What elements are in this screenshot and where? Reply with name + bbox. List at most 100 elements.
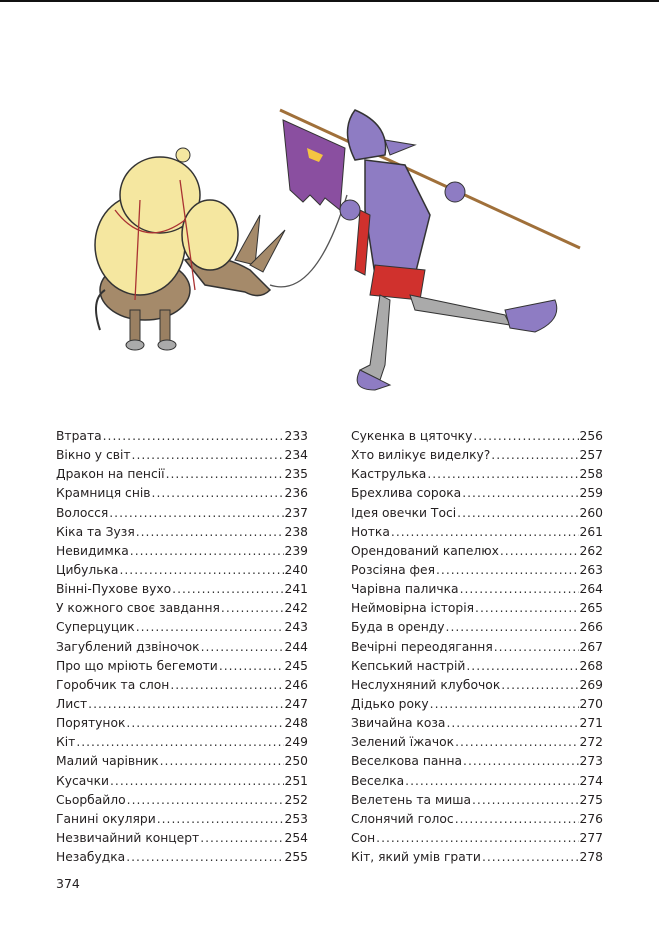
toc-entry-title: Вікно у світ <box>56 448 131 463</box>
toc-entry-title: Каструлька <box>351 467 427 482</box>
toc-entry-page: 277 <box>579 830 603 845</box>
toc-entry: Розсіяна фея 263 <box>351 561 603 580</box>
toc-entry-page: 258 <box>579 467 603 482</box>
top-border-line <box>0 0 659 2</box>
dot-leader <box>462 484 578 503</box>
dot-leader <box>473 427 578 446</box>
toc-entry-title: Волосся <box>56 505 109 520</box>
dot-leader <box>109 504 283 523</box>
toc-entry-page: 251 <box>284 773 308 788</box>
toc-entry-page: 260 <box>579 505 603 520</box>
dot-leader <box>500 542 579 561</box>
dot-leader <box>132 446 284 465</box>
dot-leader <box>494 638 579 657</box>
donkey-and-knight-illustration <box>94 108 581 391</box>
toc-entry-page: 278 <box>579 850 603 865</box>
toc-entry-page: 265 <box>579 601 603 616</box>
toc-entry: Велетень та миша 275 <box>351 791 603 810</box>
toc-right-column: Сукенка в цяточку 256 Хто вилікує виделку?… <box>351 427 603 867</box>
toc-entry-page: 243 <box>284 620 308 635</box>
toc-entry-title: Ганині окуляри <box>56 811 156 826</box>
dot-leader <box>200 829 283 848</box>
dot-leader <box>160 752 284 771</box>
toc-entry-page: 273 <box>579 754 603 769</box>
toc-entry: Вікно у світ 234 <box>56 446 308 465</box>
dot-leader <box>152 484 284 503</box>
toc-entry-title: Неймовірна історія <box>351 601 475 616</box>
dot-leader <box>405 772 578 791</box>
toc-entry: Суперцуцик 243 <box>56 618 308 637</box>
toc-entry-page: 262 <box>579 543 603 558</box>
toc-entry-page: 271 <box>579 716 603 731</box>
toc-entry: У кожного своє завдання 242 <box>56 599 308 618</box>
dot-leader <box>126 848 283 867</box>
toc-entry: Невидимка 239 <box>56 542 308 561</box>
toc-entry: Брехлива сорока 259 <box>351 484 603 503</box>
toc-entry-page: 264 <box>579 582 603 597</box>
toc-entry: Слонячий голос 276 <box>351 810 603 829</box>
toc-entry-title: Кіт, який умів грати <box>351 850 481 865</box>
toc-entry-title: Вечірні переодягання <box>351 639 493 654</box>
toc-entry-page: 247 <box>284 696 308 711</box>
toc-entry-page: 250 <box>284 754 308 769</box>
toc-entry: Кепський настрій 268 <box>351 657 603 676</box>
dot-leader <box>463 752 578 771</box>
toc-entry-title: Сьорбайло <box>56 792 126 807</box>
toc-entry: Незвичайний концерт 254 <box>56 829 308 848</box>
toc-entry: Кіт, який умів грати 278 <box>351 848 603 867</box>
toc-entry-page: 259 <box>579 486 603 501</box>
toc-entry: Кусачки 251 <box>56 772 308 791</box>
toc-entry-page: 233 <box>284 429 308 443</box>
toc-entry-page: 270 <box>579 696 603 711</box>
dot-leader <box>455 733 578 752</box>
toc-entry: Неймовірна історія 265 <box>351 599 603 618</box>
toc-entry-title: Горобчик та слон <box>56 677 170 692</box>
toc-entry: Кіт 249 <box>56 733 308 752</box>
toc-entry-page: 272 <box>579 735 603 750</box>
flag <box>282 119 346 211</box>
toc-entry-page: 276 <box>579 811 603 826</box>
toc-entry-page: 246 <box>284 677 308 692</box>
toc-entry-title: Веселка <box>351 773 405 788</box>
toc-entry: Порятунок 248 <box>56 714 308 733</box>
toc-entry-title: Втрата <box>56 429 102 443</box>
toc-entry-title: Неслухняний клубочок <box>351 677 501 692</box>
dot-leader <box>446 714 578 733</box>
toc-entry-page: 269 <box>579 677 603 692</box>
toc-entry-page: 263 <box>579 562 603 577</box>
toc-entry-title: Чарівна паличка <box>351 582 459 597</box>
toc-entry: Загублений дзвіночок 244 <box>56 638 308 657</box>
toc-entry-title: Кіка та Зузя <box>56 524 135 539</box>
dot-leader <box>376 829 578 848</box>
dot-leader <box>201 638 284 657</box>
dot-leader <box>166 465 284 484</box>
toc-entry-title: Вінні-Пухове вухо <box>56 582 172 597</box>
toc-entry-title: Незвичайний концерт <box>56 830 200 845</box>
toc-entry-title: Хто вилікує виделку? <box>351 448 491 463</box>
toc-entry-title: Кусачки <box>56 773 109 788</box>
toc-entry: Сукенка в цяточку 256 <box>351 427 603 446</box>
toc-entry-title: Дідько року <box>351 696 429 711</box>
toc-entry: Неслухняний клубочок 269 <box>351 676 603 695</box>
toc-entry-title: Сон <box>351 830 376 845</box>
dot-leader <box>475 599 578 618</box>
toc-entry-page: 236 <box>284 486 308 501</box>
toc-entry-title: Слонячий голос <box>351 811 454 826</box>
toc-entry: Кіка та Зузя 238 <box>56 523 308 542</box>
toc-entry: Вінні-Пухове вухо 241 <box>56 580 308 599</box>
toc-entry-page: 253 <box>284 811 308 826</box>
dot-leader <box>446 618 579 637</box>
dot-leader <box>455 810 579 829</box>
toc-entry: Крамниця снів 236 <box>56 484 308 503</box>
toc-entry-page: 252 <box>284 792 308 807</box>
toc-entry-page: 241 <box>284 582 308 597</box>
dot-leader <box>126 714 283 733</box>
toc-entry-title: У кожного своє завдання <box>56 601 220 616</box>
toc-entry: Звичайна коза 271 <box>351 714 603 733</box>
toc-entry: Хто вилікує виделку? 257 <box>351 446 603 465</box>
toc-entry-title: Загублений дзвіночок <box>56 639 200 654</box>
toc-entry-title: Невидимка <box>56 543 129 558</box>
toc-left-column: Втрата 233 Вікно у світ 234 Дракон на пенсії… <box>56 427 308 867</box>
toc-entry-page: 249 <box>284 735 308 750</box>
toc-entry: Буда в оренду 266 <box>351 618 603 637</box>
